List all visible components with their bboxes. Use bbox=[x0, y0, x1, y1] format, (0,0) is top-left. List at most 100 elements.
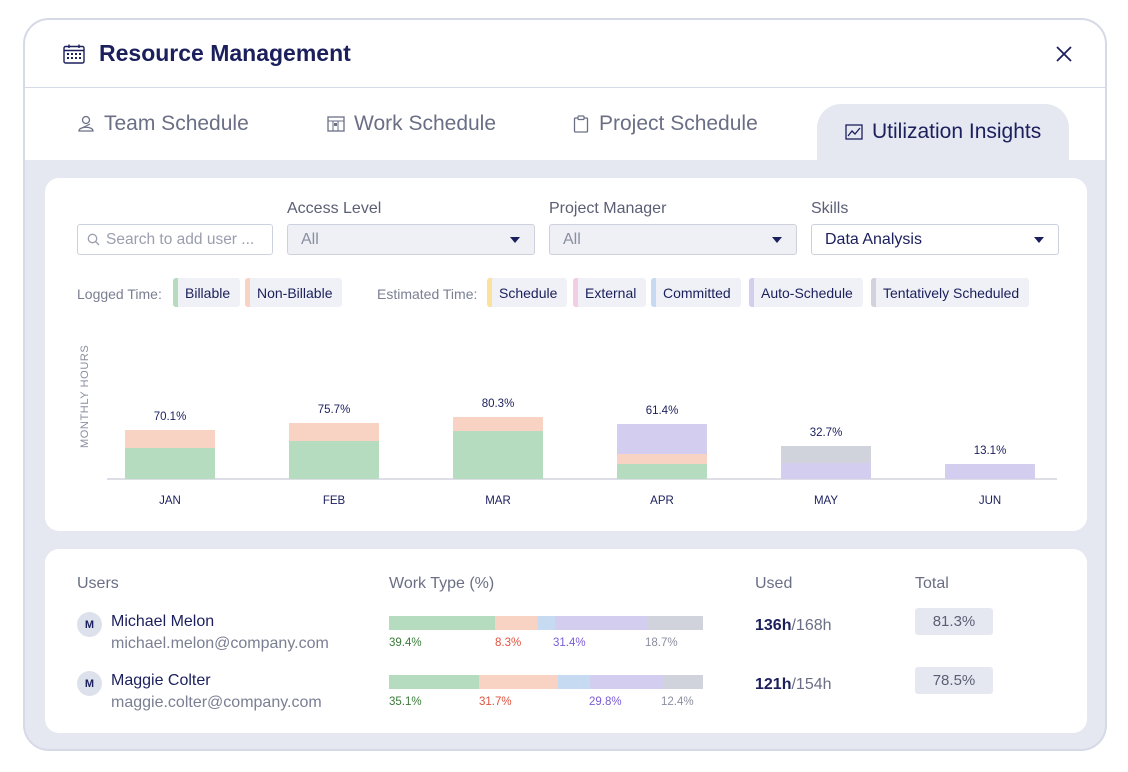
tentative-percent: 18.7% bbox=[645, 637, 678, 649]
project-manager-select[interactable]: All bbox=[549, 224, 797, 255]
users-utilization-card: Users Work Type (%) Used Total M Michael… bbox=[45, 549, 1087, 733]
tab-label: Utilization Insights bbox=[872, 120, 1042, 143]
data-label: 75.7% bbox=[318, 404, 351, 416]
legend-swatch bbox=[487, 278, 492, 307]
x-tick-label: JAN bbox=[159, 495, 181, 507]
project-manager-value: All bbox=[563, 230, 581, 248]
project-manager-label: Project Manager bbox=[549, 200, 667, 217]
used-hours: 121h/154h bbox=[755, 676, 832, 694]
tab-utilization-insights[interactable]: Utilization Insights bbox=[817, 104, 1070, 160]
bar-segment-non-billable[interactable] bbox=[453, 417, 543, 431]
legend-swatch bbox=[749, 278, 754, 307]
x-tick-label: FEB bbox=[323, 495, 346, 507]
bar-segment-non-billable[interactable] bbox=[289, 423, 379, 441]
window-title: Resource Management bbox=[99, 40, 351, 66]
billable-percent: 35.1% bbox=[389, 696, 422, 708]
legend-label: Auto-Schedule bbox=[761, 284, 853, 301]
bar-segment-billable[interactable] bbox=[617, 464, 707, 479]
user-email: maggie.colter@company.com bbox=[111, 694, 322, 711]
data-label: 61.4% bbox=[646, 405, 679, 417]
access-level-value: All bbox=[301, 230, 319, 248]
work-type-segment bbox=[647, 616, 703, 630]
work-schedule-icon bbox=[327, 116, 345, 132]
bar-segment-auto-schedule[interactable] bbox=[781, 463, 871, 479]
skills-select[interactable]: Data Analysis bbox=[811, 224, 1059, 255]
estimated-time-label: Estimated Time: bbox=[377, 286, 478, 302]
legend-swatch bbox=[871, 278, 876, 307]
user-row[interactable]: M Michael Melon michael.melon@company.co… bbox=[45, 608, 1087, 668]
work-type-header: Work Type (%) bbox=[389, 575, 495, 592]
clipboard-icon bbox=[573, 115, 589, 133]
billable-percent: 39.4% bbox=[389, 637, 422, 649]
logged-time-label: Logged Time: bbox=[77, 286, 162, 302]
tab-label: Project Schedule bbox=[599, 112, 758, 135]
chevron-down-icon bbox=[510, 237, 520, 243]
tab-team-schedule[interactable]: Team Schedule bbox=[77, 88, 249, 160]
bar-segment-non-billable[interactable] bbox=[125, 430, 215, 448]
user-name: Michael Melon bbox=[111, 613, 215, 630]
avatar: M bbox=[77, 671, 102, 696]
capacity-value: /168h bbox=[791, 617, 832, 634]
access-level-label: Access Level bbox=[287, 200, 382, 217]
non-billable-percent: 8.3% bbox=[495, 637, 522, 649]
user-email: michael.melon@company.com bbox=[111, 635, 329, 652]
bar-segment-billable[interactable] bbox=[125, 448, 215, 479]
team-icon bbox=[78, 115, 94, 132]
tab-work-schedule[interactable]: Work Schedule bbox=[327, 88, 496, 160]
chart-line-icon bbox=[845, 124, 863, 140]
work-type-segment bbox=[590, 675, 664, 689]
legend-tentatively-scheduled[interactable]: Tentatively Scheduled bbox=[871, 278, 1030, 307]
non-billable-percent: 31.7% bbox=[479, 696, 512, 708]
work-type-segment bbox=[554, 616, 648, 630]
legend-swatch bbox=[573, 278, 578, 307]
work-type-bar bbox=[389, 675, 703, 689]
legend-non-billable[interactable]: Non-Billable bbox=[245, 278, 343, 307]
skills-label: Skills bbox=[811, 200, 849, 217]
auto-schedule-percent: 31.4% bbox=[553, 637, 586, 649]
access-level-select[interactable]: All bbox=[287, 224, 535, 255]
work-type-segment bbox=[495, 616, 538, 630]
legend-schedule[interactable]: Schedule bbox=[487, 278, 568, 307]
total-badge: 81.3% bbox=[915, 608, 993, 635]
capacity-value: /154h bbox=[791, 676, 832, 693]
work-type-segment bbox=[537, 616, 555, 630]
users-header: Users bbox=[77, 575, 119, 592]
work-type-segment bbox=[663, 675, 703, 689]
close-icon[interactable] bbox=[1055, 45, 1073, 63]
used-hours: 136h/168h bbox=[755, 617, 832, 635]
user-name: Maggie Colter bbox=[111, 672, 211, 689]
auto-schedule-percent: 29.8% bbox=[589, 696, 622, 708]
tab-label: Work Schedule bbox=[354, 112, 497, 135]
avatar: M bbox=[77, 612, 102, 637]
legend-swatch bbox=[651, 278, 656, 307]
search-icon bbox=[87, 233, 100, 246]
tab-bar: Team Schedule Work Schedule Project Sche… bbox=[25, 88, 1105, 160]
x-tick-label: MAY bbox=[814, 495, 838, 507]
tentative-percent: 12.4% bbox=[661, 696, 694, 708]
legend-auto-schedule[interactable]: Auto-Schedule bbox=[749, 278, 863, 307]
legend-swatch bbox=[245, 278, 250, 307]
bar-segment-auto-schedule[interactable] bbox=[617, 424, 707, 454]
search-input[interactable]: Search to add user ... bbox=[77, 224, 273, 255]
data-label: 80.3% bbox=[482, 398, 515, 410]
data-label: 13.1% bbox=[974, 445, 1007, 457]
legend-label: Billable bbox=[185, 284, 231, 301]
bar-segment-non-billable[interactable] bbox=[617, 454, 707, 464]
legend-committed[interactable]: Committed bbox=[651, 278, 741, 307]
bar-segment-billable[interactable] bbox=[289, 441, 379, 479]
legend-external[interactable]: External bbox=[573, 278, 647, 307]
x-tick-label: APR bbox=[650, 495, 674, 507]
monthly-hours-chart: 70.1% JAN 75.7% FEB 80.3% MAR 61.4% APR 32.7% MAY… bbox=[107, 398, 1057, 507]
user-row[interactable]: M Maggie Colter maggie.colter@company.co… bbox=[45, 667, 1087, 727]
bar-segment-auto-schedule[interactable] bbox=[945, 464, 1035, 479]
data-label: 32.7% bbox=[810, 427, 843, 439]
used-header: Used bbox=[755, 575, 793, 592]
tab-project-schedule[interactable]: Project Schedule bbox=[572, 88, 758, 160]
chevron-down-icon bbox=[1034, 237, 1044, 243]
bar-segment-tentatively-scheduled[interactable] bbox=[781, 446, 871, 463]
x-tick-label: MAR bbox=[485, 495, 511, 507]
legend-billable[interactable]: Billable bbox=[173, 278, 241, 307]
work-type-segment bbox=[389, 675, 480, 689]
bar-segment-billable[interactable] bbox=[453, 431, 543, 479]
work-type-segment bbox=[558, 675, 591, 689]
